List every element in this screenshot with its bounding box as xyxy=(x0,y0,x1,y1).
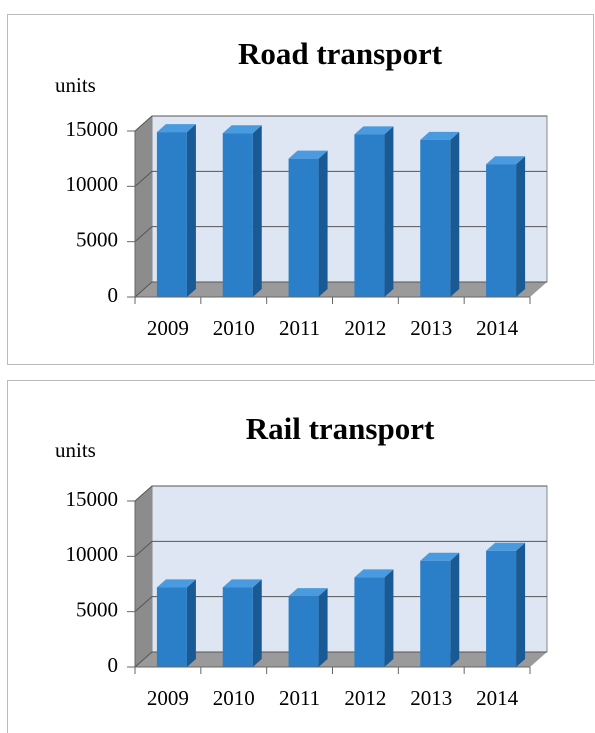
chart: Rail transport units 0 5000 10000 15000 2009 20… xyxy=(7,380,595,733)
side-wall xyxy=(135,486,152,667)
bar-top xyxy=(420,131,460,140)
chart-border xyxy=(7,14,594,365)
bar xyxy=(156,132,187,297)
y-tick-label: 15000 xyxy=(66,487,119,511)
bar-top xyxy=(354,569,394,578)
bar-side xyxy=(384,126,394,297)
bar-side xyxy=(318,150,328,297)
bar xyxy=(222,587,253,667)
y-tick-label: 5000 xyxy=(76,597,118,621)
y-tick-label: 10000 xyxy=(66,542,119,566)
grid-line xyxy=(134,170,547,187)
bar-side xyxy=(450,552,460,667)
y-tick-label: 0 xyxy=(108,653,119,677)
grid-line xyxy=(134,596,547,613)
bar-side xyxy=(516,542,526,667)
bar-side xyxy=(186,124,196,298)
y-tick-label: 10000 xyxy=(66,172,119,196)
bar xyxy=(354,134,385,297)
bar xyxy=(486,550,517,667)
bar-side xyxy=(450,131,460,297)
bar xyxy=(288,596,319,667)
x-tick-label: 2011 xyxy=(279,316,320,340)
y-tick-label: 0 xyxy=(108,283,119,307)
x-tick-label: 2014 xyxy=(476,686,519,710)
x-tick-label: 2011 xyxy=(279,686,320,710)
grid-line xyxy=(134,226,547,243)
grid-line xyxy=(134,540,547,557)
chart-title: Road transport xyxy=(238,36,443,71)
bar xyxy=(222,133,253,297)
side-wall xyxy=(135,116,152,297)
chart-title: Rail transport xyxy=(246,411,435,446)
x-tick-label: 2014 xyxy=(476,316,519,340)
x-tick-label: 2009 xyxy=(147,686,189,710)
bar-side xyxy=(516,156,526,297)
x-tick-label: 2013 xyxy=(410,316,452,340)
bar xyxy=(288,158,319,297)
bar-top xyxy=(486,156,526,165)
y-axis-label: units xyxy=(55,438,96,462)
bar-top xyxy=(486,542,526,551)
bar-top xyxy=(354,126,394,135)
grid-line xyxy=(134,281,547,298)
x-tick-label: 2010 xyxy=(213,316,255,340)
bar-side xyxy=(384,569,394,667)
y-tick-label: 15000 xyxy=(66,117,119,141)
grid-line xyxy=(134,115,547,132)
x-tick-label: 2012 xyxy=(344,316,386,340)
bar-side xyxy=(186,579,196,667)
bar-top xyxy=(288,588,328,597)
bar xyxy=(354,577,385,667)
floor xyxy=(135,652,547,667)
bar-top xyxy=(156,579,196,588)
chart: Road transport units 0 5000 10000 15000 2009 20… xyxy=(7,14,594,365)
bar-top xyxy=(222,579,262,588)
x-tick-label: 2013 xyxy=(410,686,452,710)
grid-line xyxy=(134,651,547,668)
bar-side xyxy=(318,588,328,667)
y-axis-label: units xyxy=(55,73,96,97)
bar-top xyxy=(222,125,262,134)
bar xyxy=(486,164,517,297)
y-tick-label: 5000 xyxy=(76,227,118,251)
bar xyxy=(420,139,451,297)
floor xyxy=(135,282,547,297)
x-tick-label: 2012 xyxy=(344,686,386,710)
chart-border xyxy=(7,380,595,733)
bar-side xyxy=(252,579,262,667)
bar xyxy=(156,587,187,667)
bar-side xyxy=(252,125,262,297)
bar-top xyxy=(288,150,328,159)
bar xyxy=(420,560,451,667)
bar-top xyxy=(156,124,196,133)
bar-top xyxy=(420,552,460,561)
x-tick-label: 2010 xyxy=(213,686,255,710)
x-tick-label: 2009 xyxy=(147,316,189,340)
grid-line xyxy=(134,485,547,502)
